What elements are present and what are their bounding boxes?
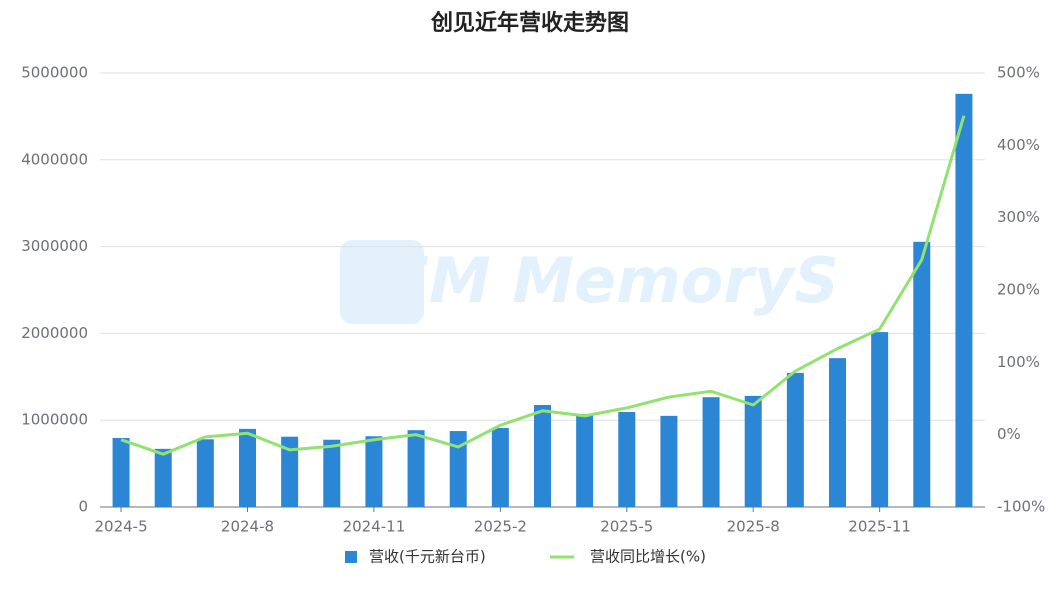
y2-tick-label: 200% [997, 281, 1040, 299]
bar [196, 439, 214, 507]
bar [154, 448, 172, 507]
bar [871, 332, 889, 507]
watermark: CFM MemoryS [341, 244, 839, 317]
x-tick-label: 2025-2 [474, 518, 527, 536]
bar [323, 439, 341, 507]
x-tick-label: 2024-8 [221, 518, 274, 536]
bar [786, 372, 804, 507]
y-tick-label: 0 [78, 498, 88, 516]
y-tick-label: 3000000 [21, 237, 88, 255]
bar [407, 430, 425, 507]
y2-tick-label: 400% [997, 136, 1040, 154]
x-tick-label: 2024-11 [343, 518, 406, 536]
watermark-logo [340, 240, 424, 324]
y-tick-label: 2000000 [21, 324, 88, 342]
legend-label: 营收同比增长(%) [590, 548, 706, 566]
bar [281, 436, 299, 507]
y-tick-label: 4000000 [21, 150, 88, 168]
x-tick-label: 2025-8 [727, 518, 780, 536]
y2-tick-label: 500% [997, 64, 1040, 82]
bar [239, 428, 256, 507]
x-tick-label: 2024-5 [95, 518, 148, 536]
bar [449, 431, 467, 507]
bar [744, 395, 762, 507]
legend-swatch [345, 551, 357, 563]
watermark-group: CFM MemoryS [340, 240, 839, 324]
bar [491, 428, 509, 507]
y2-tick-label: -100% [997, 498, 1045, 516]
bar [112, 437, 130, 507]
bar [913, 241, 931, 508]
bar [702, 397, 720, 507]
line [120, 115, 966, 456]
x-tick-label: 2025-5 [600, 518, 653, 536]
bar [576, 414, 594, 507]
bar [534, 405, 551, 507]
bar [365, 436, 383, 507]
chart-title: 创见近年营收走势图 [430, 10, 629, 36]
y-tick-label: 5000000 [21, 64, 88, 82]
x-tick-label: 2025-11 [848, 518, 911, 536]
y2-tick-label: 0% [997, 425, 1021, 443]
bar [660, 415, 678, 507]
y2-tick-label: 100% [997, 353, 1040, 371]
y2-tick-label: 300% [997, 208, 1040, 226]
legend-label: 营收(千元新台币) [369, 548, 486, 566]
bar [955, 93, 973, 507]
bar [618, 411, 636, 507]
y-tick-label: 1000000 [21, 411, 88, 429]
bar [829, 358, 846, 507]
